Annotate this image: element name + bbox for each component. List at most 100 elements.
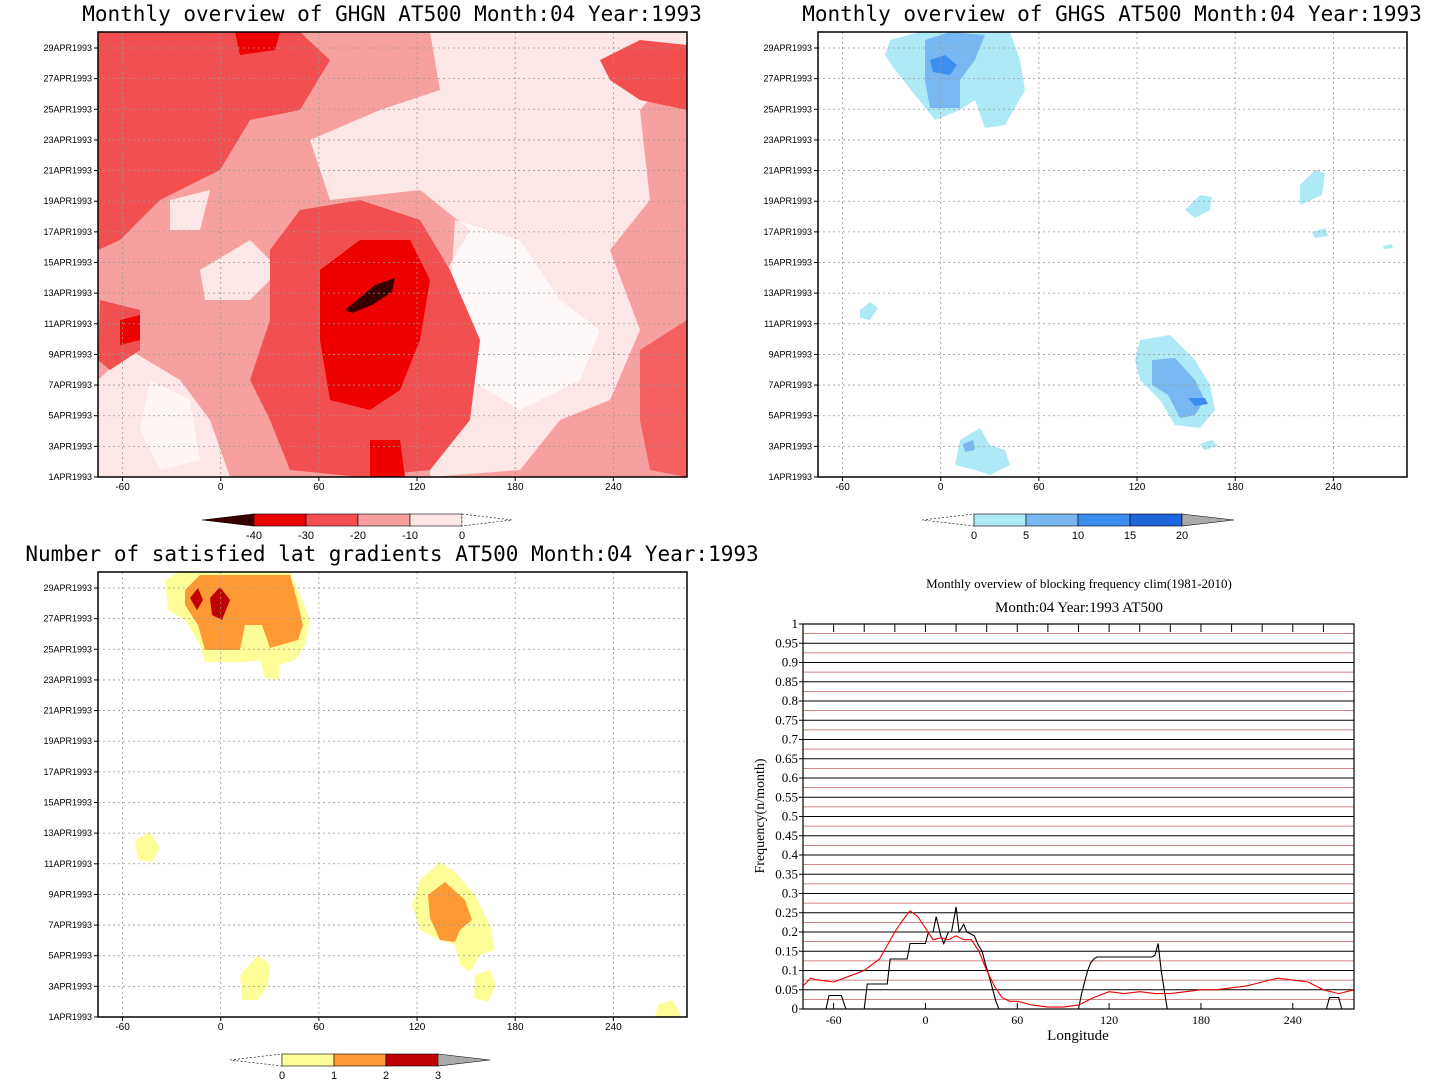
freq-xtick-label: 0 [922,1013,928,1027]
lat-axes: 29APR1993 27APR1993 25APR1993 23APR1993 21AP… [43,583,622,1033]
ghgs-colorbar: 0 5 10 15 20 [921,513,1235,542]
ghgs-ytick-label: 17APR1993 [763,227,812,237]
ghgn-axes: 29APR1993 27APR1993 25APR1993 23APR1993 21AP… [43,43,622,493]
colorbar-label: 15 [1124,530,1136,542]
colorbar-label: 0 [279,1070,285,1082]
colorbar-swatch [229,1053,283,1067]
freq-frame [802,623,1355,1010]
colorbar-label: 20 [1176,530,1188,542]
colorbar-label: -30 [298,530,314,542]
ghgn-ytick-label: 15APR1993 [43,258,92,268]
lat-ytick-label: 5APR1993 [48,951,92,961]
freq-xtick-label: 60 [1011,1013,1023,1027]
colorbar-swatch [921,513,975,527]
ghgs-ytick-label: 21APR1993 [763,166,812,176]
panel-ghgn-title: Monthly overview of GHGN AT500 Month:04 … [82,2,702,26]
colorbar-swatch [333,1053,387,1067]
ghgn-ytick-label: 1APR1993 [48,472,92,482]
ghgn-xtick-label: 120 [409,482,426,493]
ghgn-ytick-label: 23APR1993 [43,135,92,145]
ghgs-ytick-label: 27APR1993 [763,74,812,84]
colorbar-swatch [305,513,359,527]
ghgs-ytick-label: 11APR1993 [764,319,812,329]
lat-xtick-label: -60 [115,1022,130,1033]
colorbar-swatch [1181,513,1235,527]
colorbar-label: 2 [383,1070,389,1082]
ghgs-ytick-label: 15APR1993 [763,258,812,268]
ghgs-ytick-label: 29APR1993 [763,43,812,53]
freq-ytick-label: 0.45 [775,828,798,843]
colorbar-swatch [1129,513,1183,527]
ghgn-xtick-label: 240 [605,482,622,493]
ghgn-ytick-label: 9APR1993 [48,349,92,359]
ghgn-grid [98,32,687,478]
ghgn-ytick-label: 27APR1993 [43,74,92,84]
lat-ytick-label: 29APR1993 [43,583,92,593]
colorbar-swatch [201,513,255,527]
freq-series [802,906,1355,1010]
lat-ytick-label: 9APR1993 [48,889,92,899]
panel-lat: Number of satisfied lat gradients AT500 … [25,542,758,1082]
ghgn-field [98,32,687,477]
lat-ytick-label: 1APR1993 [48,1012,92,1022]
ghgs-ytick-label: 3APR1993 [768,441,812,451]
colorbar-swatch [461,513,513,527]
ghgs-xtick-label: 180 [1227,482,1244,493]
colorbar-swatch [409,513,463,527]
lat-xtick-label: 240 [605,1022,622,1033]
ghgs-grid [818,32,1407,478]
ghgn-ytick-label: 3APR1993 [48,441,92,451]
freq-ytick-label: 0.25 [775,905,798,920]
freq-ytick-label: 0.55 [775,789,798,804]
ghgs-ytick-label: 7APR1993 [768,380,812,390]
ghgn-ytick-label: 7APR1993 [48,380,92,390]
ghgn-xtick-label: 0 [218,482,224,493]
lat-ytick-label: 13APR1993 [43,828,92,838]
freq-ytick-label: 0.75 [775,712,798,727]
freq-ytick-label: 0.4 [782,847,799,862]
ghgn-xtick-label: -60 [115,482,130,493]
ghgs-axes: 29APR1993 27APR1993 25APR1993 23APR1993 21AP… [763,43,1342,493]
ghgs-ytick-label: 19APR1993 [763,196,812,206]
freq-ylabel: Frequency(n/month) [753,758,768,873]
ghgn-ytick-label: 21APR1993 [43,166,92,176]
freq-ytick-label: 0.65 [775,751,798,766]
freq-xtick-label: 180 [1192,1013,1210,1027]
ghgn-ytick-label: 19APR1993 [43,196,92,206]
panel-freq: Monthly overview of blocking frequency c… [753,576,1355,1044]
lat-frame [97,571,688,1018]
lat-ytick-label: 15APR1993 [43,798,92,808]
colorbar-label: 3 [435,1070,441,1082]
ghgs-xtick-label: 240 [1325,482,1342,493]
lat-ytick-label: 7APR1993 [48,920,92,930]
colorbar-label: -20 [350,530,366,542]
lat-grid [98,572,687,1018]
ghgn-ytick-label: 11APR1993 [44,319,92,329]
lat-ytick-label: 17APR1993 [43,767,92,777]
ghgs-xtick-label: 0 [938,482,944,493]
freq-axes: 0 0.05 0.1 0.15 0.2 0.25 0.3 0.35 0.4 0.45 0.5 0.55… [775,616,1355,1027]
colorbar-swatch [385,1053,439,1067]
lat-ytick-label: 21APR1993 [43,706,92,716]
ghgn-ytick-label: 5APR1993 [48,411,92,421]
freq-xtick-label: 240 [1284,1013,1302,1027]
ghgs-ytick-label: 25APR1993 [763,104,812,114]
lat-ytick-label: 19APR1993 [43,736,92,746]
lat-xtick-label: 0 [218,1022,224,1033]
lat-ytick-label: 3APR1993 [48,981,92,991]
ghgn-ytick-label: 17APR1993 [43,227,92,237]
freq-series-black-line [803,906,1354,1010]
colorbar-label: 0 [459,530,465,542]
panel-ghgn: Monthly overview of GHGN AT500 Month:04 … [43,2,701,542]
ghgn-colorbar: -40 -30 -20 -10 0 [201,513,513,542]
ghgn-ytick-label: 25APR1993 [43,104,92,114]
ghgs-ytick-label: 1APR1993 [768,472,812,482]
freq-ytick-label: 0.2 [782,924,798,939]
ghgn-frame [97,31,688,478]
freq-ytick-label: 0.9 [782,655,798,670]
freq-ytick-label: 0.7 [782,732,799,747]
ghgn-xtick-label: 180 [507,482,524,493]
freq-ytick-label: 0.35 [775,866,798,881]
colorbar-label: -40 [246,530,262,542]
